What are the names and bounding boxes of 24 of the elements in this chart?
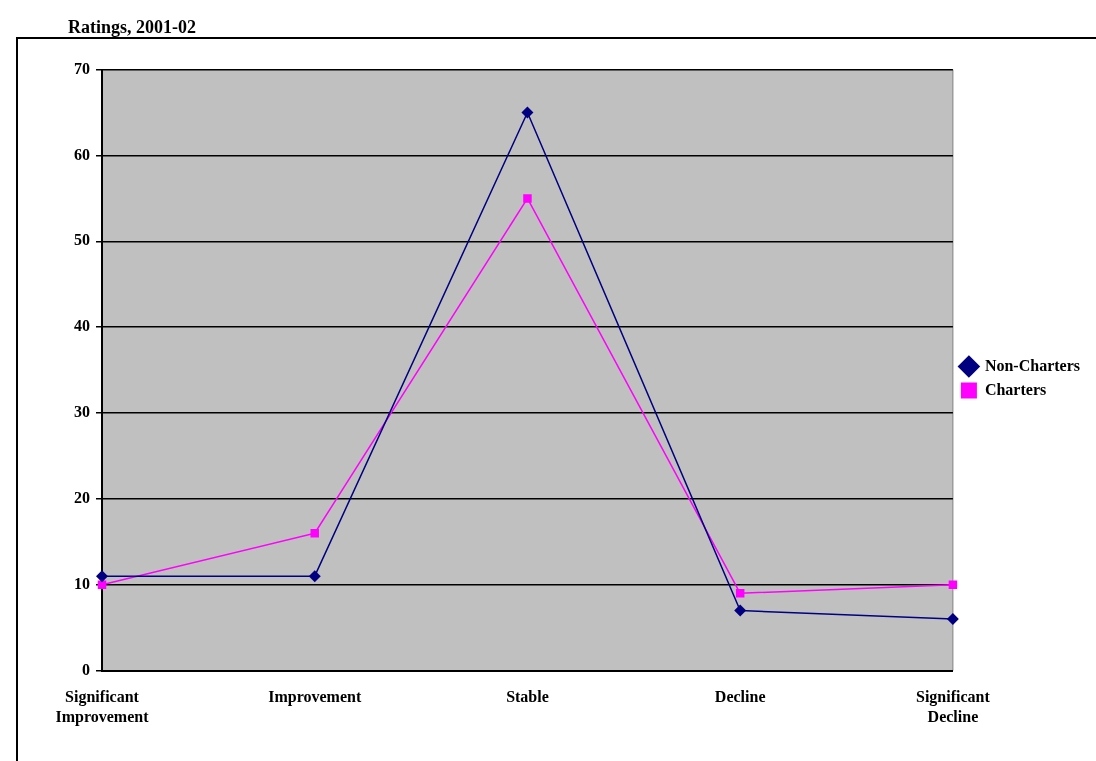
x-tick-label: Stable xyxy=(506,688,549,706)
point xyxy=(735,589,745,598)
x-tick-label: Significant Decline xyxy=(916,688,991,725)
legend-label: Charters xyxy=(984,380,1047,398)
legend-label: Non-Charters xyxy=(984,356,1080,374)
point xyxy=(946,613,959,626)
y-tick-label: 60 xyxy=(74,145,90,163)
x-tick-label: Improvement xyxy=(268,688,362,707)
y-tick-label: 30 xyxy=(74,403,90,421)
point xyxy=(734,604,747,617)
y-tick-label: 0 xyxy=(82,660,90,678)
point xyxy=(523,194,532,203)
x-tick-label: Significant Improvement xyxy=(55,688,150,726)
point xyxy=(96,570,108,583)
point xyxy=(308,570,321,583)
y-tick-label: 10 xyxy=(74,574,90,592)
point xyxy=(521,106,534,119)
y-tick-label: 50 xyxy=(74,231,90,249)
y-tick-label: 40 xyxy=(74,317,90,335)
point xyxy=(310,528,319,538)
y-tick-label: 70 xyxy=(74,59,90,77)
chart-title: Ratings, 2001-02 xyxy=(68,17,197,38)
x-tick-label: Decline xyxy=(714,688,766,706)
y-tick-label: 20 xyxy=(74,489,90,507)
